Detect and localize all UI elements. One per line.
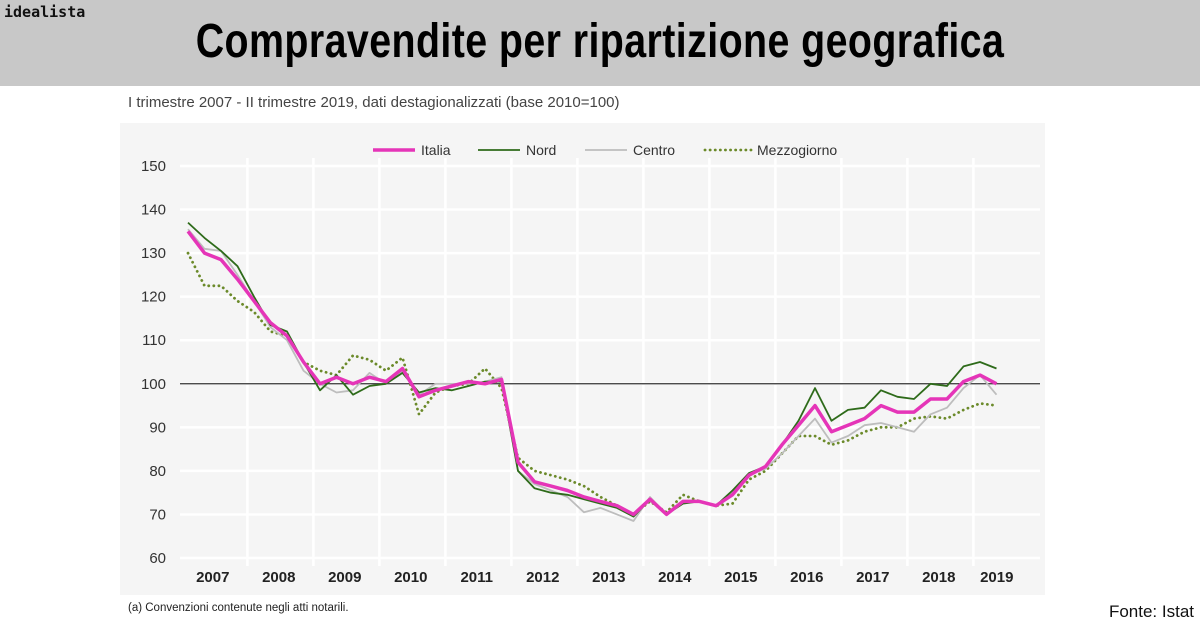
x-tick-label: 2013 [592, 569, 625, 586]
x-tick-label: 2018 [922, 569, 955, 586]
x-tick-label: 2011 [460, 569, 493, 586]
series-line-nord [187, 221, 997, 518]
brand-logo: idealista [4, 3, 86, 21]
x-tick-label: 2014 [658, 569, 692, 586]
series-line-mezzogiorno [186, 251, 998, 516]
page-title: Compravendite per ripartizione geografic… [195, 15, 1005, 68]
x-tick-label: 2009 [328, 569, 361, 586]
series-line-centro [187, 228, 998, 522]
chart-subtitle: I trimestre 2007 - II trimestre 2019, da… [128, 94, 620, 111]
x-tick-label: 2019 [980, 569, 1013, 586]
chart-panel [120, 123, 1045, 595]
x-tick-label: 2017 [856, 569, 889, 586]
header-band: idealista Compravendite per ripartizione… [0, 0, 1200, 86]
source-label: Fonte: Istat [1108, 602, 1194, 621]
legend-label-italia: Italia [421, 142, 451, 158]
x-tick-label: 2012 [526, 569, 559, 586]
y-tick-label: 80 [149, 463, 166, 480]
y-tick-label: 70 [149, 506, 166, 523]
x-tick-label: 2007 [196, 569, 229, 586]
x-tick-label: 2016 [790, 569, 823, 586]
x-tick-label: 2008 [262, 569, 295, 586]
x-tick-label: 2015 [724, 569, 757, 586]
legend-label-nord: Nord [526, 142, 556, 158]
legend-label-centro: Centro [633, 142, 675, 158]
y-tick-label: 140 [141, 202, 166, 219]
y-tick-label: 130 [141, 245, 166, 262]
y-tick-label: 90 [149, 419, 166, 436]
y-tick-label: 60 [149, 550, 166, 567]
footnote: (a) Convenzioni contenute negli atti not… [128, 602, 349, 614]
y-tick-label: 110 [142, 332, 166, 349]
series-line-italia [186, 230, 998, 517]
x-tick-label: 2010 [394, 569, 427, 586]
y-tick-label: 120 [141, 289, 166, 306]
y-tick-label: 100 [141, 376, 166, 393]
y-tick-label: 150 [141, 158, 166, 175]
legend-label-mezzogiorno: Mezzogiorno [757, 142, 837, 158]
